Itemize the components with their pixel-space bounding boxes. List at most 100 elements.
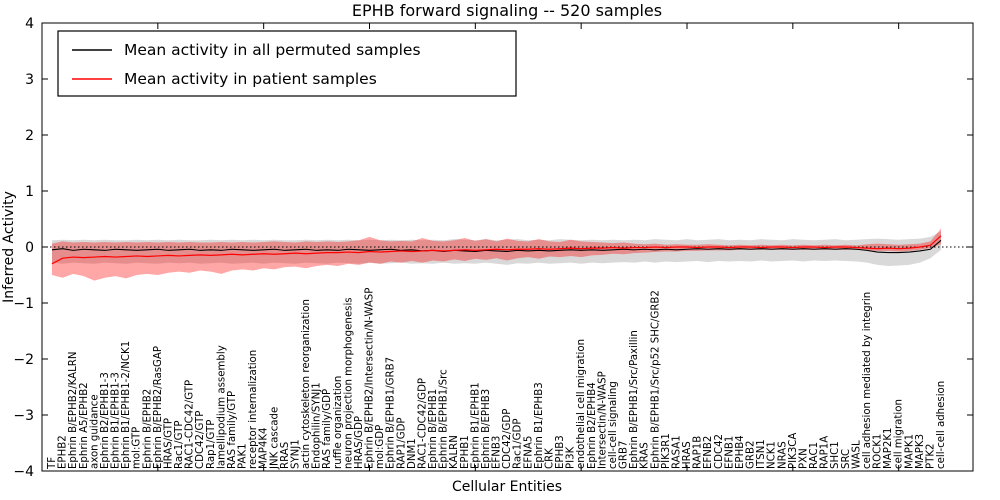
entity-label: RAP1A xyxy=(820,436,831,469)
entity-label: cell-cell adhesion xyxy=(936,381,947,469)
entity-label: GRB2 xyxy=(746,441,757,469)
entity-label: Rap1/GTP xyxy=(206,420,217,469)
entity-label: CDC42 xyxy=(714,434,725,469)
entity-label: WASL xyxy=(851,440,862,469)
entity-label: MAPK3 xyxy=(915,434,926,469)
y-tick-label: 0 xyxy=(25,240,34,256)
entity-label: actin cytoskeleton reorganization xyxy=(301,299,312,469)
entity-label: JNK cascade xyxy=(269,407,280,470)
entity-label: RAC1-CDC42/GTP xyxy=(185,380,196,469)
entity-label: EPHB4 xyxy=(735,435,746,469)
entity-label: RAC1 xyxy=(809,442,820,469)
entity-label: EFNB2 xyxy=(703,436,714,469)
x-axis-title: Cellular Entities xyxy=(452,479,562,495)
entity-label: KRAS xyxy=(640,442,651,469)
entity-label: PI3K xyxy=(566,446,577,469)
entity-label: EPHB3 xyxy=(555,435,566,469)
entity-label: Ephrin B/EPHB2/RasGAP xyxy=(153,346,164,469)
entity-label: DNM1 xyxy=(407,438,418,469)
entity-label: RAS family/GTP xyxy=(227,391,238,469)
entity-label: Rac1/GDP xyxy=(513,419,524,470)
y-tick-label: −1 xyxy=(13,296,34,312)
entity-label: RAP1B xyxy=(693,436,704,469)
y-tick-label: −3 xyxy=(13,408,34,424)
entity-label: Ephrin B1/EPHB1-3 xyxy=(111,372,122,469)
entity-label: cell adhesion mediated by integrin xyxy=(862,292,873,469)
axis-ticks-and-labels: 4 3 2 1 0 −1 −2 −3 −4 TF EPHB2 Ephrin B/EPHB2/KALRN… xyxy=(13,16,973,480)
entity-label: Ephrin B/EPHB2/KALRN xyxy=(68,352,79,469)
entity-label: NRAS xyxy=(777,441,788,469)
legend-label-permuted: Mean activity in all permuted samples xyxy=(124,41,421,59)
legend-label-patient: Mean activity in patient samples xyxy=(124,70,377,88)
entity-label: CDC42/GDP xyxy=(502,409,513,469)
entity-label: KALRN xyxy=(449,435,460,469)
entity-label: HRAS/GDP xyxy=(354,416,365,469)
entity-label: MAP4K4 xyxy=(259,427,270,469)
entity-label: HRAS xyxy=(682,441,693,469)
entity-label: axon guidance xyxy=(89,394,100,469)
entity-label: SYNJ1 xyxy=(290,439,301,469)
entity-label: Ephrin B/EPHB1/Src xyxy=(439,369,450,469)
entity-label: Intersectin/N-WASP xyxy=(597,371,608,469)
entity-label: PIK3CA xyxy=(788,433,799,469)
mean-lines xyxy=(42,235,973,265)
entity-label: Rac1/GTP xyxy=(174,420,185,469)
entity-label: Ephrin B1/EPHB1 xyxy=(470,382,481,469)
entity-label: RAS family/GDP xyxy=(322,389,333,469)
entity-label: Ephrin B1/EPHB1-2/NCK1 xyxy=(121,341,132,469)
entity-label: Ephrin B/EPHB1/Src/Paxillin xyxy=(629,330,640,469)
entity-label: lamellipodium assembly xyxy=(216,345,227,469)
entity-label: NCK1 xyxy=(767,441,778,469)
entity-label: mol:GTP xyxy=(132,427,143,469)
permuted-mean-line xyxy=(51,239,942,254)
entity-label: Endophilin/SYNJ1 xyxy=(312,382,323,469)
entity-label: ITSN1 xyxy=(756,439,767,469)
y-tick-label: −4 xyxy=(13,464,34,480)
entity-label: receptor internalization xyxy=(248,350,259,469)
entity-label: RAC1-CDC42/GDP xyxy=(417,378,428,469)
entity-label: Ephrin B/EPHB1/GRB7 xyxy=(386,357,397,469)
entity-label: EFNB1 xyxy=(724,436,735,469)
entity-label: EFNA5 xyxy=(523,436,534,469)
patient-band xyxy=(52,228,941,281)
entity-label: Ephrin B/EPHB2/Intersectin/N-WASP xyxy=(365,288,376,469)
y-tick-label: 4 xyxy=(25,16,34,32)
entity-label: GRB7 xyxy=(619,441,630,469)
entity-label: PAK1 xyxy=(238,443,249,469)
entity-label: EPHB1 xyxy=(460,435,471,469)
entity-label: ruffle organization xyxy=(333,376,344,469)
entity-label: Ephrin B/EPHB1/Src/p52 SHC/GRB2 xyxy=(650,290,661,469)
entity-label: PTK2 xyxy=(925,443,936,469)
entity-label: CDC42/GTP xyxy=(195,411,206,469)
entity-label: RAP1/GDP xyxy=(396,417,407,469)
entity-label: PXN xyxy=(798,448,809,469)
entity-label: ROCK1 xyxy=(873,434,884,469)
y-tick-label: 1 xyxy=(25,184,34,200)
patient-mean-line xyxy=(51,235,942,265)
chart-title: EPHB forward signaling -- 520 samples xyxy=(352,1,662,20)
legend: Mean activity in all permuted samples Me… xyxy=(57,30,517,97)
entity-label: EFNB3 xyxy=(492,436,503,469)
entity-label: Ephrin B/EPHB1 xyxy=(428,389,439,469)
entity-label: HRAS/GTP xyxy=(163,418,174,469)
entity-label: MAP2K1 xyxy=(883,427,894,469)
entity-label: endothelial cell migration xyxy=(576,339,587,469)
y-axis-title: Inferred Activity xyxy=(1,191,17,303)
entity-label: SHC1 xyxy=(830,441,841,469)
entity-label: RASA1 xyxy=(671,435,682,469)
entity-label: SRC xyxy=(841,449,852,469)
entity-label: Ephrin B1/EPHB3 xyxy=(534,382,545,469)
entity-label: cell migration xyxy=(894,399,905,469)
entity-label: cell-cell signaling xyxy=(608,381,619,469)
entity-label: Ephrin A5/EPHB2 xyxy=(79,382,90,469)
entity-label: Ephrin B/EPHB3 xyxy=(481,389,492,469)
y-tick-label: 2 xyxy=(25,128,34,144)
entity-label: mol:GDP xyxy=(375,425,386,469)
y-tick-label: 3 xyxy=(25,72,34,88)
entity-label: TF xyxy=(47,457,58,470)
entity-label: MAPK1 xyxy=(904,434,915,469)
entity-label: EPHB2 xyxy=(58,435,69,469)
y-tick-label: −2 xyxy=(13,352,34,368)
